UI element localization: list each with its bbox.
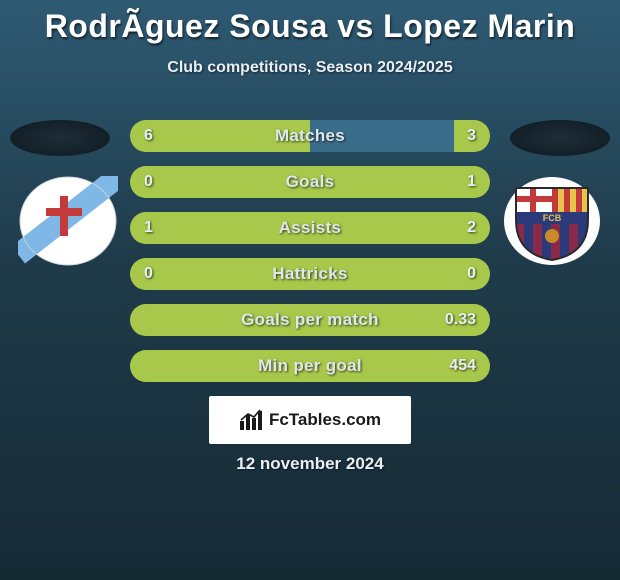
title: RodrÃ­guez Sousa vs Lopez Marin bbox=[0, 0, 620, 45]
stat-value-right: 454 bbox=[449, 350, 476, 382]
fctables-bars-icon bbox=[239, 409, 263, 431]
stat-value-right: 3 bbox=[467, 120, 476, 152]
stat-label: Min per goal bbox=[130, 350, 490, 382]
stat-row: Min per goal454 bbox=[130, 350, 490, 382]
stat-row: Goals per match0.33 bbox=[130, 304, 490, 336]
fctables-label: FcTables.com bbox=[269, 410, 381, 430]
stat-label: Goals bbox=[130, 166, 490, 198]
footer-date: 12 november 2024 bbox=[0, 454, 620, 474]
stat-value-right: 2 bbox=[467, 212, 476, 244]
stat-row: 1Assists2 bbox=[130, 212, 490, 244]
stat-label: Assists bbox=[130, 212, 490, 244]
stat-label: Matches bbox=[130, 120, 490, 152]
stat-label: Goals per match bbox=[130, 304, 490, 336]
stat-value-right: 1 bbox=[467, 166, 476, 198]
stat-rows: 6Matches30Goals11Assists20Hattricks0Goal… bbox=[0, 120, 620, 396]
stat-value-right: 0 bbox=[467, 258, 476, 290]
stat-row: 0Hattricks0 bbox=[130, 258, 490, 290]
comparison-card: RodrÃ­guez Sousa vs Lopez Marin Club com… bbox=[0, 0, 620, 580]
subtitle: Club competitions, Season 2024/2025 bbox=[0, 59, 620, 77]
stat-value-right: 0.33 bbox=[445, 304, 476, 336]
stat-row: 0Goals1 bbox=[130, 166, 490, 198]
stat-label: Hattricks bbox=[130, 258, 490, 290]
fctables-watermark: FcTables.com bbox=[209, 396, 411, 444]
stat-row: 6Matches3 bbox=[130, 120, 490, 152]
